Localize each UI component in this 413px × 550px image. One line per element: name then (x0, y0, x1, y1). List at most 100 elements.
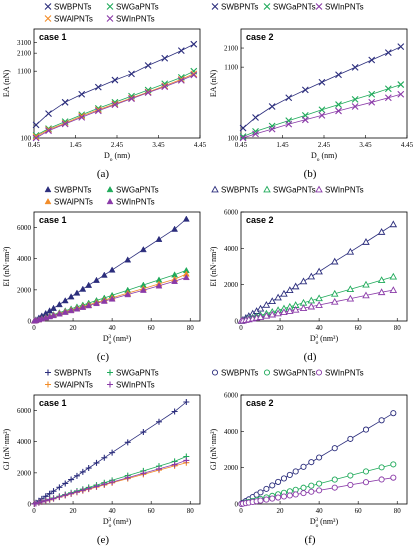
data-point (93, 459, 100, 466)
data-point (280, 475, 288, 482)
data-point (140, 470, 147, 477)
data-point (301, 116, 309, 124)
data-point (384, 94, 392, 102)
data-point (32, 121, 40, 129)
y-tick-label: 100 (21, 135, 32, 143)
legend: SWBPNTs SWGaPNTs SWInPNTs (211, 185, 364, 195)
data-point (56, 484, 63, 491)
data-point (55, 300, 63, 308)
x-tick-label: 0.45 (28, 141, 41, 149)
data-point (155, 418, 162, 425)
legend-label: SWInPNTs (116, 15, 155, 24)
data-point (140, 429, 147, 436)
data-point (73, 289, 81, 296)
x-tick-label: 40 (316, 507, 324, 515)
data-point (285, 94, 293, 102)
data-point (61, 297, 69, 304)
x-axis-label-sub: o (317, 157, 320, 163)
data-point (79, 285, 87, 292)
case-label: case 1 (39, 398, 67, 408)
data-point (397, 43, 405, 51)
data-point (32, 134, 40, 142)
data-point (79, 303, 87, 310)
data-point (268, 103, 276, 110)
data-point (67, 293, 75, 300)
data-point (362, 280, 370, 288)
x-axis-label-main: D (310, 517, 316, 526)
data-point (46, 496, 53, 503)
legend-marker (315, 185, 323, 193)
y-tick-label: 6000 (17, 407, 32, 415)
data-point (32, 500, 39, 507)
x-tick-label: 3.45 (152, 141, 165, 149)
x-axis-label-sub: o (109, 340, 112, 346)
legend: SWBPNTs SWGaPNTs SWAlPNTs SWInPNTs (45, 369, 159, 390)
data-point (292, 491, 299, 498)
series-points-SWBPNTs (239, 43, 405, 132)
legend-label: SWGaPNTs (273, 369, 316, 378)
data-point (331, 476, 338, 483)
x-axis-label-main: D (104, 151, 110, 160)
data-point (331, 484, 338, 491)
data-point (50, 311, 57, 319)
y-tick-label: 0 (235, 501, 239, 509)
data-point (100, 271, 108, 278)
y-axis-label: EI (nN·nm²) (2, 246, 11, 286)
data-point (56, 493, 63, 500)
y-tick-label: 6000 (224, 392, 239, 400)
x-tick-label: 60 (355, 507, 363, 515)
data-point (111, 101, 119, 109)
x-axis-label-unit: (nm) (112, 151, 130, 160)
data-point (280, 289, 288, 297)
data-point (161, 54, 169, 62)
x-tick-label: 40 (109, 324, 117, 332)
y-tick-label: 6000 (224, 209, 239, 217)
panel-f: SWBPNTs SWGaPNTs SWInPNTs 0 2000 4000 6000 0 20 4… (207, 366, 413, 549)
data-point (45, 127, 52, 135)
data-point (330, 289, 339, 297)
series-points-SWInPNTs (237, 286, 398, 324)
data-point (390, 474, 397, 481)
legend-marker (106, 3, 114, 10)
x-tick-label: 0.45 (235, 141, 248, 149)
data-point (368, 56, 376, 64)
panel-e: SWBPNTs SWGaPNTs SWAlPNTs SWInPNTs 0 2000 4000… (0, 366, 206, 549)
data-point (73, 488, 80, 495)
legend-marker (106, 185, 114, 193)
y-tick-label: 1100 (17, 68, 31, 76)
data-point (171, 408, 178, 415)
y-tick-label: 0 (28, 501, 32, 509)
x-tick-label: 80 (187, 324, 195, 332)
data-point (299, 304, 308, 312)
data-point (397, 90, 405, 98)
x-axis-label: Do3 (nm³) (103, 517, 132, 529)
x-axis-label-sup: 3 (315, 517, 318, 523)
data-point (347, 481, 354, 488)
data-point (94, 83, 102, 91)
data-point (32, 133, 40, 141)
x-tick-label: 20 (70, 507, 78, 515)
data-point (155, 235, 163, 242)
x-axis-label: Do3 (nm³) (310, 334, 339, 346)
data-point (109, 479, 116, 486)
legend-label: SWBPNTs (54, 369, 91, 378)
data-point (144, 89, 152, 96)
data-point (316, 454, 323, 461)
x-axis-label-unit: (nm³) (318, 517, 338, 526)
y-tick-label: 1100 (224, 64, 238, 72)
y-tick-label: 0 (235, 318, 239, 326)
legend: SWBPNTs SWGaPNTs SWAlPNTs SWInPNTs (44, 3, 159, 24)
data-point (378, 417, 385, 424)
data-point (274, 309, 282, 317)
data-point (384, 49, 392, 56)
legend-marker (107, 381, 113, 388)
data-point (308, 488, 315, 495)
x-tick-label: 2.45 (111, 141, 124, 149)
legend-label: SWAlPNTs (54, 198, 93, 207)
x-tick-label: 0 (239, 324, 243, 332)
data-point (286, 307, 294, 314)
x-axis-label-sup: 3 (315, 334, 318, 340)
data-point (50, 495, 57, 502)
data-point (377, 228, 386, 235)
data-point (68, 490, 75, 497)
